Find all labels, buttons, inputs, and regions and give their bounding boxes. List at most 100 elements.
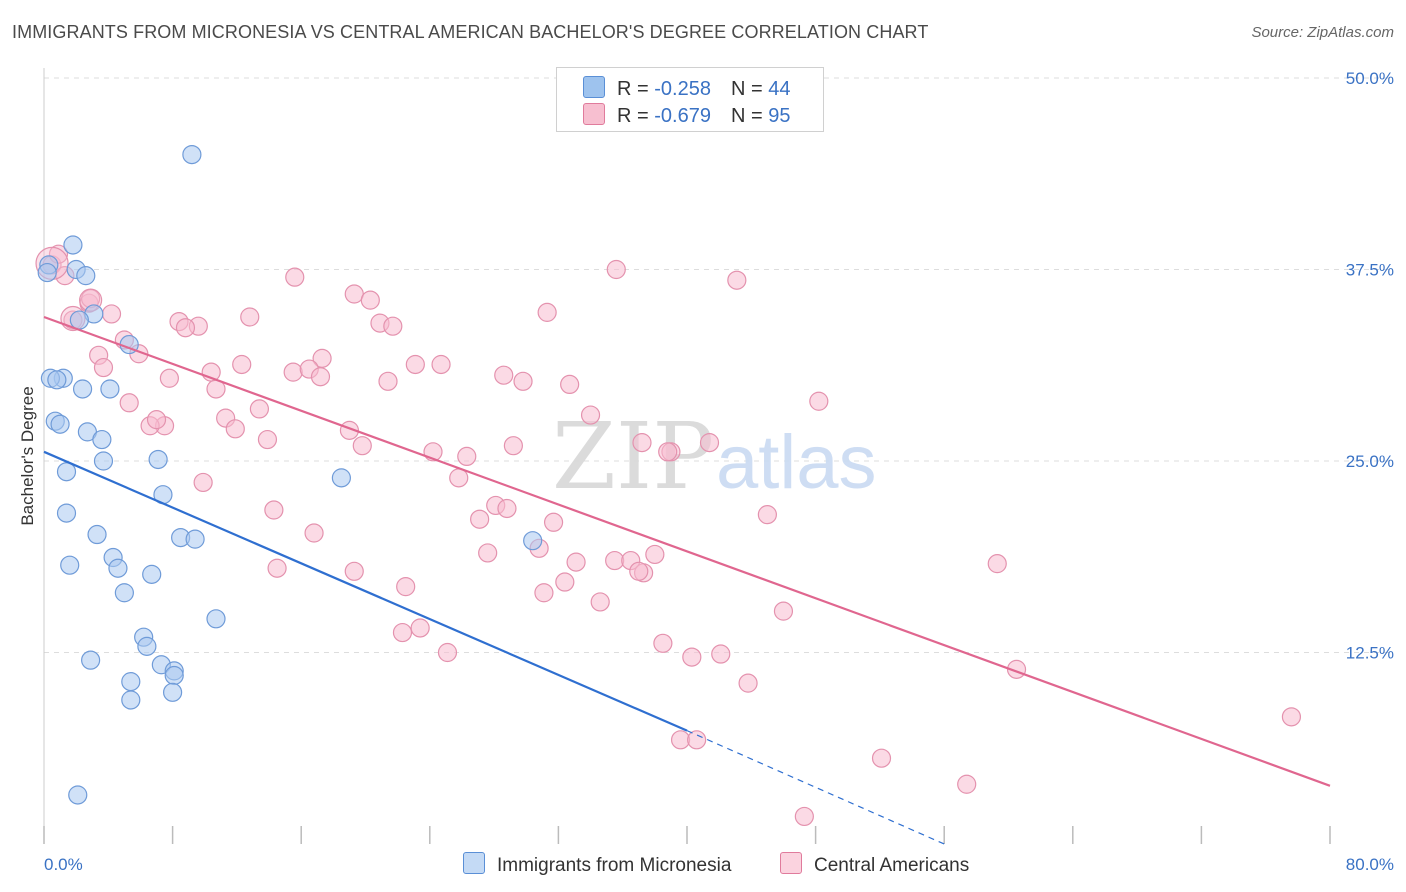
pink-point xyxy=(257,429,278,450)
bottom-legend-label: Central Americans xyxy=(814,855,970,876)
pink-point xyxy=(93,357,114,378)
legend-swatch-blue xyxy=(583,76,605,98)
pink-point xyxy=(580,405,601,425)
watermark-zip: ZIP xyxy=(552,403,714,510)
blue-trend-extension xyxy=(686,730,945,845)
legend-row-micronesia: R = -0.258 N = 44 xyxy=(583,76,790,100)
legend-n-label: N = xyxy=(730,105,769,127)
pink-point xyxy=(437,642,458,663)
blue-trend-line xyxy=(43,450,688,732)
blue-point xyxy=(63,235,83,255)
watermark: ZIP atlas xyxy=(552,403,877,510)
pink-point xyxy=(537,302,557,322)
blue-point xyxy=(185,529,205,549)
blue-point xyxy=(137,636,157,656)
pink-point xyxy=(605,550,625,571)
pink-point xyxy=(543,512,564,532)
pink-point xyxy=(687,730,707,750)
pink-point xyxy=(392,622,413,643)
watermark-atlas: atlas xyxy=(716,420,877,505)
trend-lines xyxy=(43,315,1331,845)
pink-point xyxy=(310,367,331,387)
pink-point xyxy=(757,505,777,525)
pink-point xyxy=(497,498,517,519)
blue-point xyxy=(76,266,96,286)
pink-point xyxy=(396,577,416,597)
blue-point xyxy=(523,531,543,551)
pink-point xyxy=(699,433,720,453)
x-tick-label: 80.0% xyxy=(1346,855,1394,874)
blue-point xyxy=(148,449,168,470)
pink-point xyxy=(871,748,892,768)
bottom-legend-micronesia: Immigrants from Micronesia xyxy=(463,852,731,877)
pink-point xyxy=(146,410,167,430)
correlation-legend: R = -0.258 N = 44 R = -0.679 N = 95 xyxy=(556,67,824,132)
pink-point xyxy=(267,558,287,578)
pink-point xyxy=(457,446,477,467)
pink-point xyxy=(232,354,252,375)
pink-point xyxy=(285,267,305,287)
pink-point xyxy=(431,354,451,375)
y-axis-title: Bachelor's Degree xyxy=(18,386,37,525)
blue-point xyxy=(163,682,183,702)
pink-point xyxy=(410,618,430,638)
blue-point xyxy=(114,583,134,603)
pink-point xyxy=(606,259,626,280)
pink-point xyxy=(470,509,490,529)
y-tick-label: 12.5% xyxy=(1346,644,1394,663)
legend-r-label: R = xyxy=(617,105,655,127)
pink-point xyxy=(670,730,691,750)
pink-point xyxy=(378,371,398,391)
legend-n-label: N = xyxy=(730,78,769,100)
pink-point xyxy=(987,554,1007,574)
pink-point xyxy=(773,601,794,621)
pink-series-points xyxy=(35,244,1302,827)
pink-point xyxy=(193,472,213,493)
pink-point xyxy=(159,368,179,388)
blue-point xyxy=(50,414,70,434)
legend-swatch-pink xyxy=(583,103,605,125)
source-label: Source: ZipAtlas.com xyxy=(1251,24,1394,41)
bottom-legend-swatch-pink xyxy=(780,852,802,874)
pink-point xyxy=(738,673,758,693)
blue-point xyxy=(60,555,80,575)
axes xyxy=(43,68,1331,844)
pink-point xyxy=(249,399,270,419)
blue-point xyxy=(121,672,141,692)
blue-point xyxy=(331,468,351,488)
pink-point xyxy=(632,433,652,453)
blue-point xyxy=(142,564,162,584)
pink-point xyxy=(711,644,731,664)
blue-point xyxy=(81,650,101,670)
pink-point xyxy=(658,442,678,462)
pink-point xyxy=(957,774,977,794)
pink-point xyxy=(119,393,139,413)
pink-point xyxy=(1281,707,1302,727)
pink-point xyxy=(566,552,586,572)
pink-point xyxy=(225,419,245,439)
pink-point xyxy=(494,365,514,385)
blue-point xyxy=(68,785,88,805)
blue-point xyxy=(206,609,226,629)
blue-point xyxy=(92,429,112,450)
pink-point xyxy=(682,647,702,667)
pink-point xyxy=(360,290,380,310)
legend-r-label: R = xyxy=(617,78,655,100)
pink-point xyxy=(383,316,403,336)
blue-point xyxy=(72,379,93,399)
pink-point xyxy=(405,354,425,375)
legend-n-value: 44 xyxy=(768,78,791,100)
blue-point xyxy=(121,690,141,710)
pink-point xyxy=(727,270,747,290)
pink-point xyxy=(809,391,829,411)
blue-point xyxy=(56,503,77,523)
y-tick-label: 25.0% xyxy=(1346,452,1394,471)
pink-point xyxy=(653,633,673,653)
pink-point xyxy=(478,543,498,563)
blue-point xyxy=(37,262,57,283)
blue-point xyxy=(108,558,128,578)
blue-point xyxy=(100,379,120,399)
legend-row-central-americans: R = -0.679 N = 95 xyxy=(583,103,790,127)
pink-point xyxy=(304,523,324,543)
pink-point xyxy=(264,500,284,520)
